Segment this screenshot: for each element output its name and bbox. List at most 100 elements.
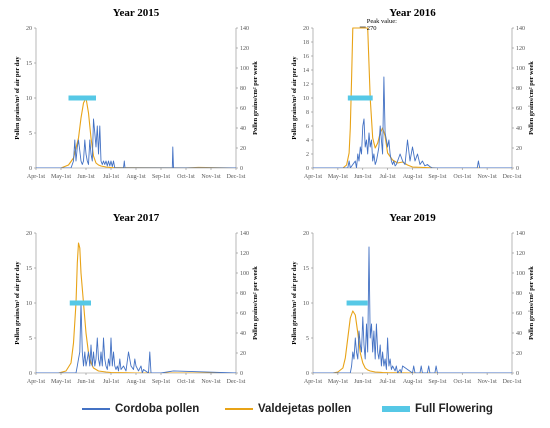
x-tick-label: Jun-1st — [77, 174, 95, 180]
x-tick-label: Jul-1st — [103, 174, 119, 180]
x-tick-label: Dec-1st — [227, 174, 246, 180]
full-flowering-bar — [68, 95, 96, 101]
x-tick-label: Oct-1st — [177, 174, 195, 180]
chart-panel-1: Year 2015 0 5 10 15 20 0 20 40 60 80 100 120 140 Apr-1… — [14, 7, 259, 180]
y-tick-label-left: 15 — [26, 266, 32, 272]
y-tick-label-left: 0 — [29, 166, 32, 172]
legend: Cordoba pollen Valdejetas pollen Full Fl… — [0, 398, 550, 420]
y-tick-label-left: 15 — [26, 61, 32, 67]
y-tick-label-left: 20 — [26, 231, 32, 237]
x-tick-label: Oct-1st — [453, 379, 471, 385]
y-tick-label-left: 20 — [26, 26, 32, 32]
chart-panel-2: Year 2016 0 2 4 6 8 10 12 14 16 18 20 0 20 40 60 80 100 12… — [291, 7, 535, 180]
x-tick-label: Apr-1st — [27, 174, 46, 180]
y-tick-label-left: 0 — [29, 371, 32, 377]
y-tick-label-right: 20 — [240, 146, 246, 152]
y-tick-label-left: 16 — [303, 54, 309, 60]
y-tick-label-right: 80 — [240, 291, 246, 297]
x-tick-label: May-1st — [328, 379, 348, 385]
x-tick-label: Dec-1st — [227, 379, 246, 385]
legend-label-flowering: Full Flowering — [415, 403, 493, 415]
legend-swatch-valdejetas — [225, 408, 253, 410]
y-tick-label-right: 140 — [240, 26, 249, 32]
chart-title: Year 2019 — [389, 212, 436, 224]
x-tick-label: Apr-1st — [27, 379, 46, 385]
y-tick-label-right: 120 — [516, 46, 525, 52]
y-tick-label-left: 4 — [306, 138, 309, 144]
y-tick-label-right: 20 — [516, 146, 522, 152]
y-axis-label-right: Pollen grains/cm² per week — [252, 61, 259, 135]
y-tick-label-right: 0 — [516, 371, 519, 377]
y-tick-label-right: 120 — [516, 251, 525, 257]
full-flowering-bar — [346, 300, 368, 306]
y-tick-label-left: 0 — [306, 166, 309, 172]
series-cordoba-line — [36, 118, 236, 168]
x-tick-label: Nov-1st — [201, 379, 221, 385]
x-tick-label: Oct-1st — [177, 379, 195, 385]
y-tick-label-right: 80 — [240, 86, 246, 92]
y-tick-label-right: 140 — [240, 231, 249, 237]
y-tick-label-left: 10 — [26, 301, 32, 307]
y-tick-label-right: 40 — [240, 331, 246, 337]
legend-swatch-cordoba — [82, 408, 110, 410]
y-tick-label-left: 20 — [303, 231, 309, 237]
y-tick-label-right: 140 — [516, 26, 525, 32]
y-tick-label-left: 14 — [303, 68, 309, 74]
y-tick-label-left: 6 — [306, 124, 309, 130]
legend-swatch-flowering — [382, 406, 410, 412]
x-tick-label: Jun-1st — [77, 379, 95, 385]
y-axis-label-right: Pollen grains/cm² per week — [528, 61, 535, 135]
chart-panel-4: Year 2019 0 5 10 15 20 0 20 40 60 80 100 120 140 Apr-1… — [291, 212, 535, 385]
y-tick-label-right: 100 — [516, 66, 525, 72]
x-tick-label: May-1st — [51, 174, 71, 180]
y-axis-label-left: Pollen grains/m³ of air per day — [14, 56, 21, 140]
x-tick-label: Jul-1st — [380, 174, 396, 180]
y-tick-label-left: 5 — [306, 336, 309, 342]
y-tick-label-left: 20 — [303, 26, 309, 32]
y-tick-label-left: 15 — [303, 266, 309, 272]
x-tick-label: Dec-1st — [503, 174, 522, 180]
series-valdejetas-line — [313, 310, 512, 373]
y-tick-label-right: 100 — [240, 66, 249, 72]
y-axis-label-left: Pollen grains/m³ of air per day — [291, 261, 298, 345]
y-tick-label-right: 80 — [516, 86, 522, 92]
x-tick-label: Nov-1st — [201, 174, 221, 180]
y-tick-label-right: 60 — [240, 106, 246, 112]
series-cordoba-line — [36, 302, 236, 373]
y-tick-label-right: 0 — [240, 166, 243, 172]
y-tick-label-right: 0 — [516, 166, 519, 172]
x-tick-label: Aug-1st — [403, 174, 423, 180]
peak-annotation: Peak value: 270 — [367, 18, 397, 32]
y-tick-label-right: 60 — [240, 311, 246, 317]
y-tick-label-right: 80 — [516, 291, 522, 297]
y-tick-label-left: 10 — [26, 96, 32, 102]
y-tick-label-left: 2 — [306, 152, 309, 158]
y-tick-label-right: 40 — [516, 331, 522, 337]
x-tick-label: Oct-1st — [453, 174, 471, 180]
y-tick-label-left: 0 — [306, 371, 309, 377]
y-tick-label-right: 140 — [516, 231, 525, 237]
series-cordoba-line — [313, 246, 512, 373]
full-flowering-bar — [69, 300, 91, 306]
chart-title: Year 2017 — [113, 212, 160, 224]
y-tick-label-right: 100 — [240, 271, 249, 277]
y-tick-label-right: 40 — [240, 126, 246, 132]
x-tick-label: Aug-1st — [126, 174, 146, 180]
y-tick-label-left: 18 — [303, 40, 309, 46]
x-tick-label: Nov-1st — [477, 174, 497, 180]
y-tick-label-right: 120 — [240, 251, 249, 257]
series-cordoba-line — [313, 76, 512, 168]
x-tick-label: Sep-1st — [428, 174, 446, 180]
y-tick-label-left: 8 — [306, 110, 309, 116]
figure: Year 201505101520020406080100120140Apr-1… — [14, 7, 535, 385]
x-tick-label: Aug-1st — [403, 379, 423, 385]
x-tick-label: Nov-1st — [477, 379, 497, 385]
legend-label-valdejetas: Valdejetas pollen — [258, 403, 352, 415]
y-tick-label-left: 10 — [303, 301, 309, 307]
y-axis-label-left: Pollen grains/m³ of air per day — [14, 261, 21, 345]
x-tick-label: Jul-1st — [380, 379, 396, 385]
x-tick-label: Jun-1st — [354, 379, 372, 385]
x-tick-label: Sep-1st — [152, 379, 170, 385]
chart-title: Year 2016 — [389, 7, 436, 19]
x-tick-label: Sep-1st — [428, 379, 446, 385]
